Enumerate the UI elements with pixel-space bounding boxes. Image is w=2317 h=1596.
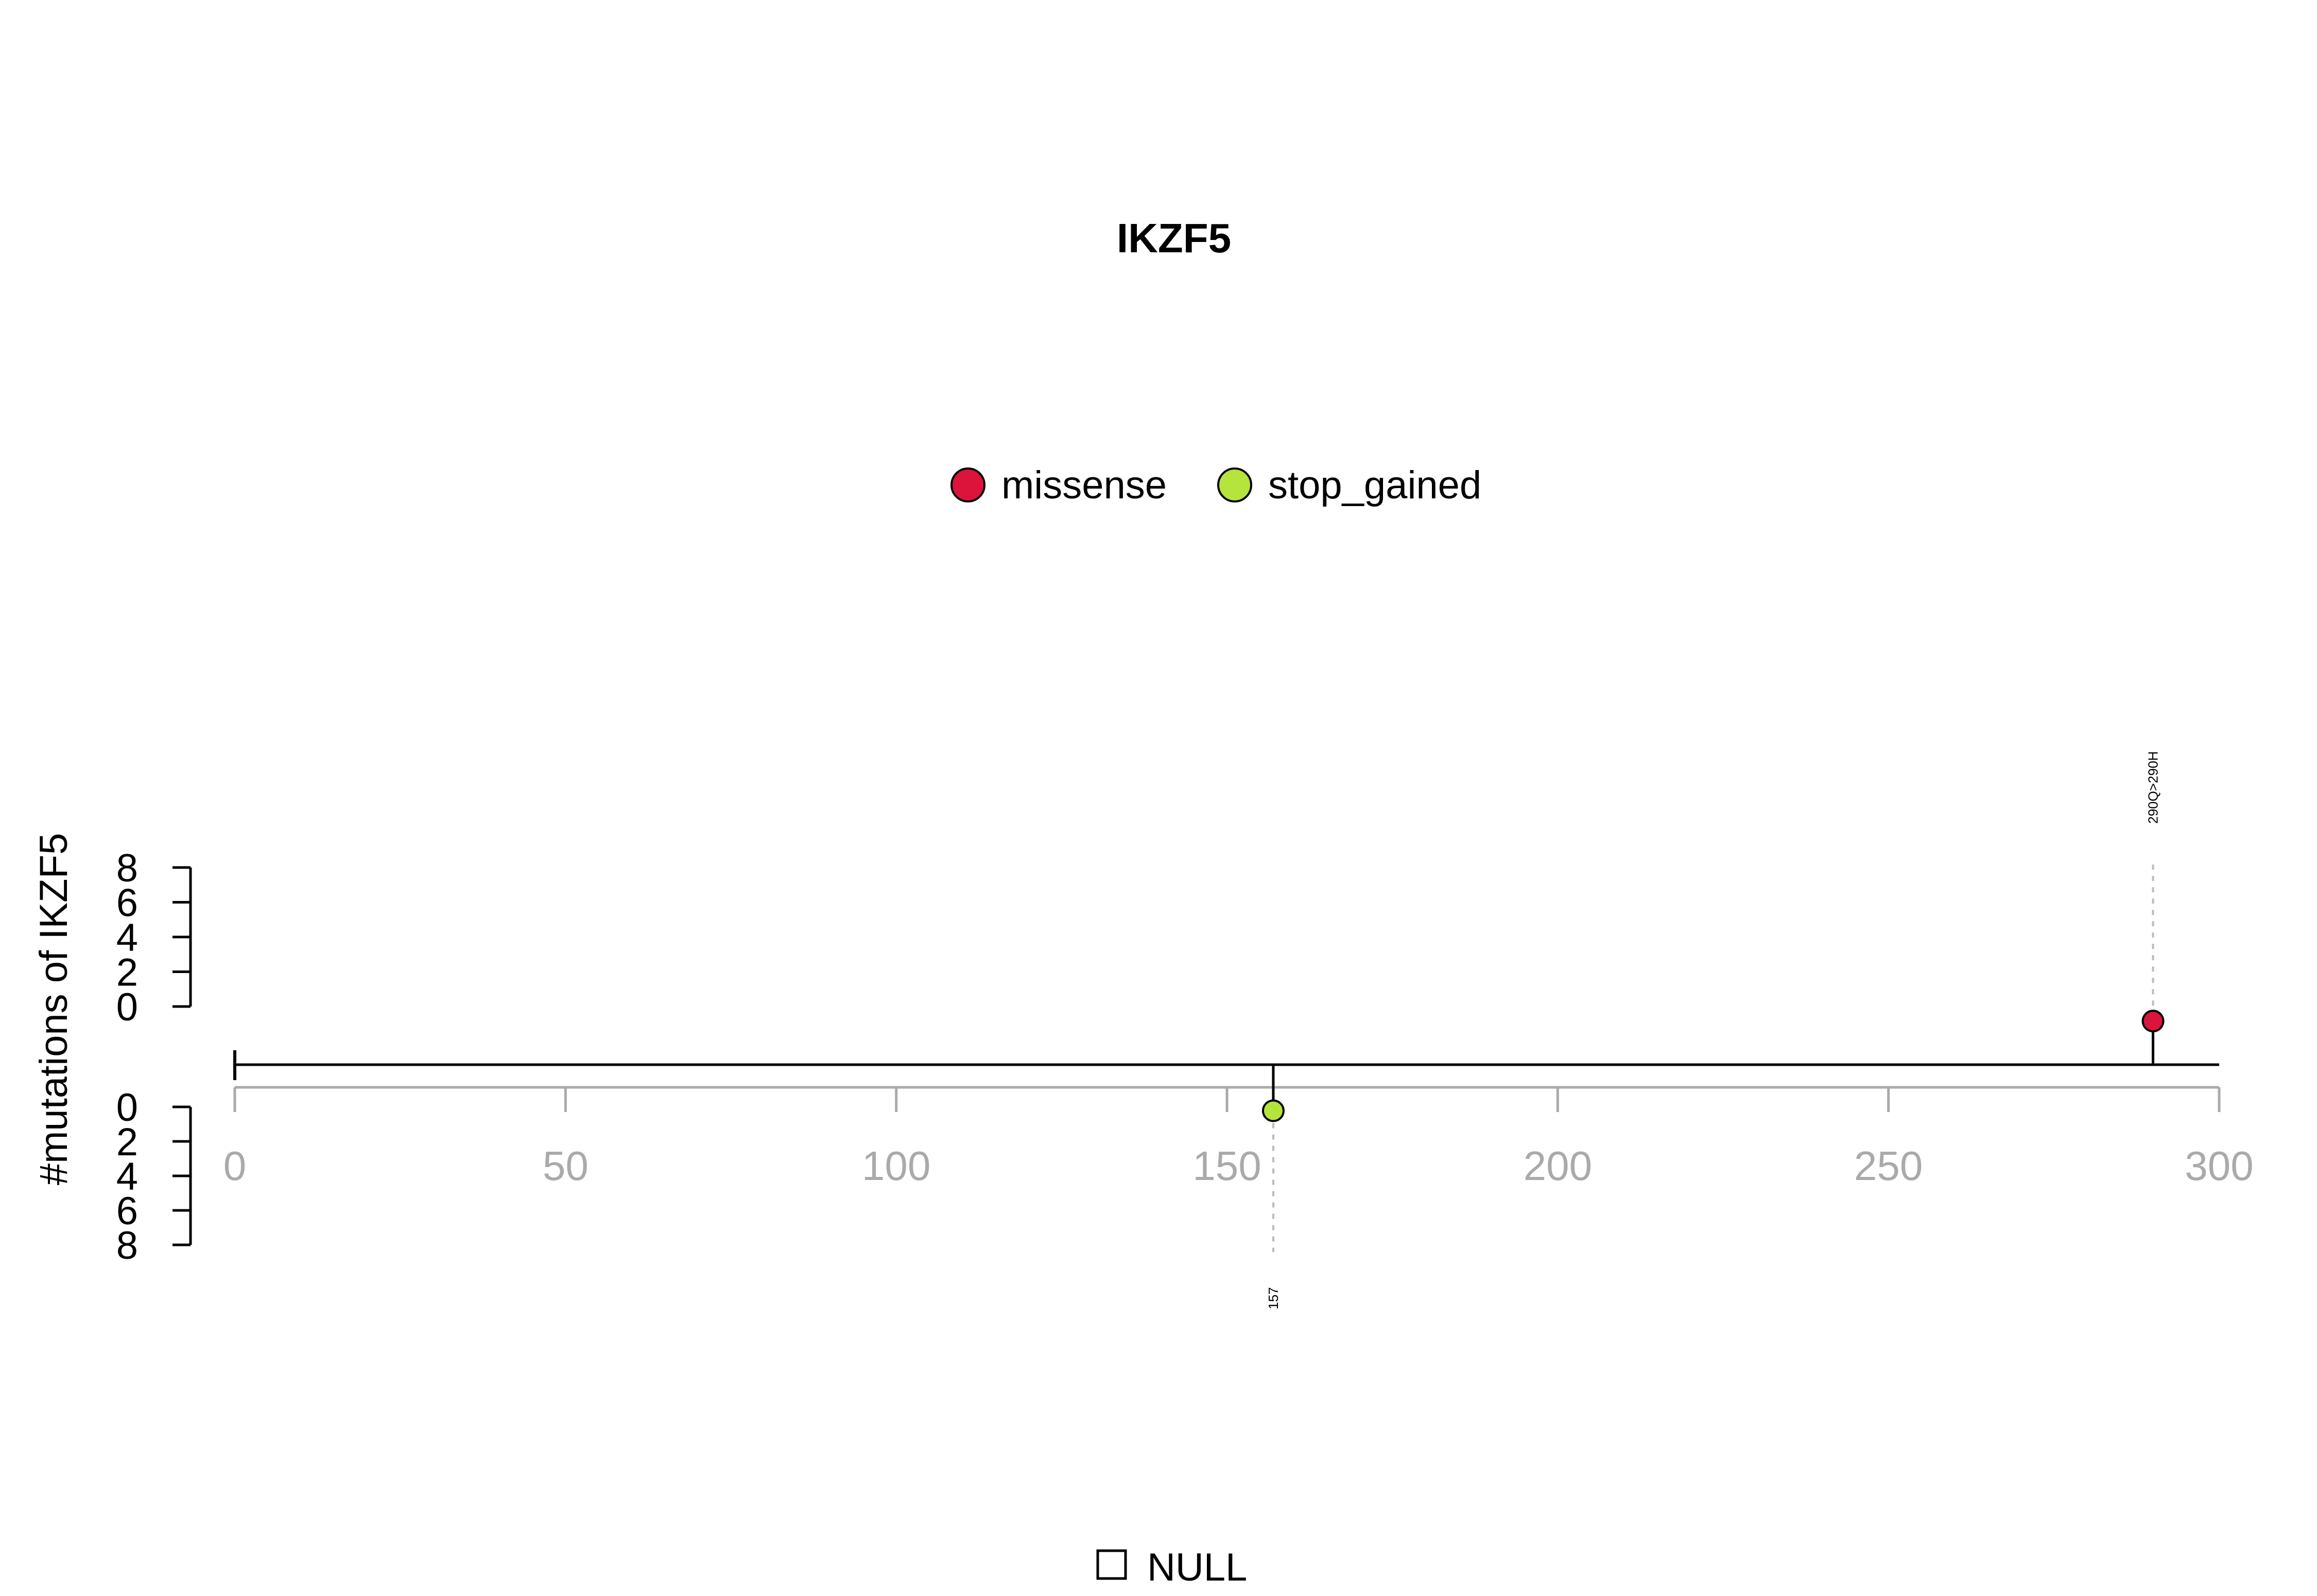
domain-legend: NULL [1096,1546,1247,1589]
x-tick-label: 200 [1524,1143,1592,1189]
mutation-marker-missense [2141,1010,2165,1033]
chart-title: IKZF5 [1117,215,1231,261]
upper-y-tick-label: 0 [116,985,138,1029]
x-tick-label: 100 [862,1143,930,1189]
lower-y-tick-label: 8 [116,1224,138,1268]
x-tick-label: 50 [543,1143,589,1189]
legend: missense stop_gained [950,463,1481,507]
legend-stop-gained-label: stop_gained [1268,463,1481,507]
x-tick-label: 0 [223,1143,247,1189]
mutation-marker-stop_gained [1261,1099,1285,1122]
mutation-label: 290Q>290H [2146,751,2161,824]
x-tick-label: 300 [2185,1143,2253,1189]
lower-y-tick-label: 6 [116,1189,138,1233]
x-axis: 0 50 100 150 200 250 300 [223,1086,2254,1189]
lower-y-tick-label: 0 [116,1086,138,1130]
legend-missense-label: missense [1001,463,1167,507]
domain-legend-null-label: NULL [1147,1546,1247,1589]
mutations-layer: 290Q>290H 157 [1261,751,2165,1309]
upper-y-tick-label: 2 [116,951,138,995]
null-domain-symbol [1096,1549,1127,1580]
legend-stop-gained-marker [1217,467,1252,502]
upper-y-tick-label: 8 [116,846,138,890]
upper-y-tick-label: 6 [116,881,138,925]
legend-missense-marker [950,467,985,502]
y-axis-label: #mutations of IKZF5 [32,833,76,1185]
lower-y-tick-label: 2 [116,1120,138,1164]
x-tick-label: 250 [1854,1143,1923,1189]
upper-y-tick-label: 4 [116,916,138,960]
x-tick-label: 150 [1192,1143,1261,1189]
mutation-label: 157 [1266,1287,1281,1309]
lower-y-tick-label: 4 [116,1155,138,1199]
